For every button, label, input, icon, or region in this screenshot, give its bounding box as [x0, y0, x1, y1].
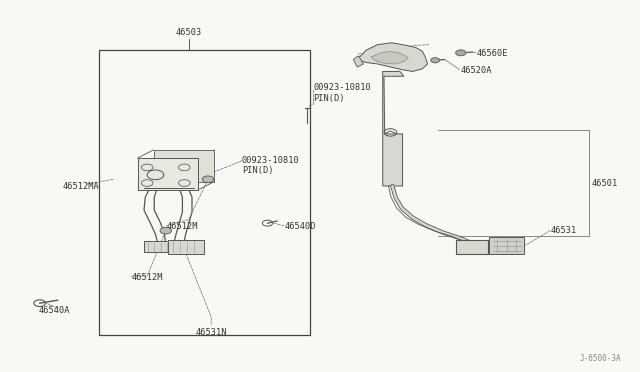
Text: 46540D: 46540D — [285, 222, 316, 231]
Bar — [144, 241, 175, 252]
Polygon shape — [371, 51, 408, 64]
Circle shape — [456, 50, 466, 56]
Text: 46512M: 46512M — [131, 273, 163, 282]
Text: 46531N: 46531N — [195, 328, 227, 337]
Text: 00923-10810
PIN(D): 00923-10810 PIN(D) — [242, 156, 300, 175]
Text: 00923-10810
PIN(D): 00923-10810 PIN(D) — [314, 83, 371, 103]
Bar — [138, 158, 198, 190]
Text: 46512MA: 46512MA — [63, 182, 99, 190]
Bar — [99, 50, 310, 335]
Bar — [456, 240, 488, 254]
Circle shape — [431, 58, 440, 63]
Text: 46560E: 46560E — [477, 49, 508, 58]
Bar — [168, 240, 204, 254]
Text: 46503: 46503 — [175, 28, 202, 37]
Text: J-6500-3A: J-6500-3A — [579, 354, 621, 363]
Polygon shape — [353, 56, 364, 67]
Text: 46512M: 46512M — [166, 222, 198, 231]
Text: 46531: 46531 — [550, 226, 577, 235]
Text: 46520A: 46520A — [461, 66, 492, 75]
Polygon shape — [357, 43, 428, 71]
Bar — [154, 150, 214, 182]
Polygon shape — [383, 71, 404, 186]
Circle shape — [202, 176, 214, 183]
Text: 46540A: 46540A — [38, 306, 70, 315]
Bar — [490, 237, 525, 254]
Text: 46501: 46501 — [592, 179, 618, 188]
Circle shape — [160, 227, 172, 234]
